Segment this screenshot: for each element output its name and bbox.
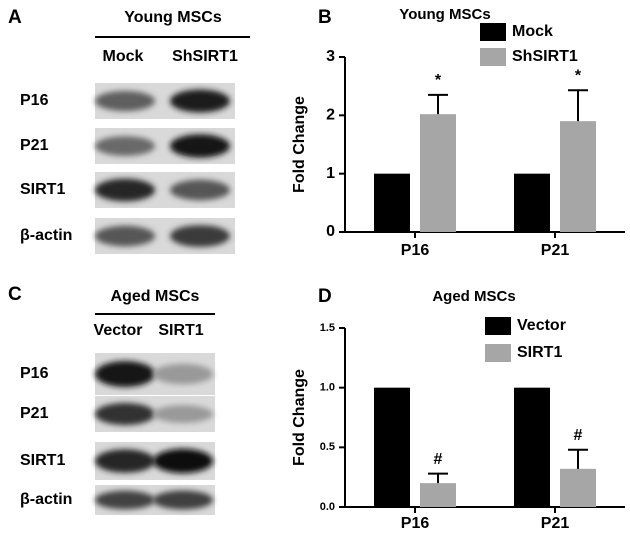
x-tick-label: P16 — [401, 242, 430, 259]
row-label: P21 — [20, 137, 49, 154]
row-label: P21 — [20, 405, 49, 422]
blot-band — [95, 360, 155, 388]
blot-band — [95, 178, 155, 202]
blot-band — [95, 225, 155, 247]
y-tick-label: 0.0 — [320, 501, 335, 513]
panel-label: D — [318, 286, 332, 307]
panel-label: C — [8, 284, 22, 305]
chart-title: Aged MSCs — [432, 288, 515, 305]
y-tick-label: 3 — [326, 48, 335, 65]
legend-label: Vector — [517, 317, 566, 334]
y-tick-label: 1.5 — [320, 322, 335, 334]
blot-title: Young MSCs — [124, 9, 222, 26]
bar — [514, 387, 550, 507]
bar — [420, 114, 456, 232]
row-label: SIRT1 — [20, 452, 65, 469]
y-tick-label: 0 — [326, 223, 335, 240]
bar — [560, 121, 596, 232]
blot-band — [153, 405, 213, 423]
panel-label: B — [318, 7, 332, 28]
blot-band — [153, 448, 213, 474]
significance-mark: # — [434, 451, 443, 468]
bar — [420, 483, 456, 507]
blot-band — [95, 90, 155, 112]
bar — [514, 173, 550, 232]
bar — [560, 468, 596, 507]
blot-band — [95, 402, 155, 426]
legend-swatch — [480, 23, 506, 41]
blot-band — [170, 134, 230, 158]
legend-label: Mock — [512, 23, 553, 40]
significance-mark: * — [435, 72, 442, 89]
blot-band — [170, 89, 230, 113]
y-tick-label: 0.5 — [320, 441, 335, 453]
blot-title: Aged MSCs — [111, 288, 200, 305]
legend-swatch — [485, 344, 511, 362]
x-tick-label: P16 — [401, 515, 430, 532]
blot-band — [170, 225, 230, 247]
lane-label: SIRT1 — [158, 322, 203, 339]
panel-label: A — [8, 7, 22, 28]
error-bar — [568, 448, 588, 469]
blot-band — [95, 490, 155, 510]
blot-band — [153, 363, 213, 385]
significance-mark: * — [575, 67, 582, 84]
y-tick-label: 2 — [326, 107, 335, 124]
blot-band — [95, 449, 155, 473]
error-bar — [428, 93, 448, 115]
row-label: β-actin — [20, 227, 72, 244]
x-tick-label: P21 — [541, 242, 570, 259]
y-tick-label: 1 — [326, 165, 335, 182]
error-bar — [568, 89, 588, 122]
row-label: P16 — [20, 365, 49, 382]
y-tick-label: 1.0 — [320, 382, 335, 394]
legend-swatch — [485, 317, 511, 335]
legend-label: ShSIRT1 — [512, 48, 578, 65]
blot-band — [95, 136, 155, 156]
significance-mark: # — [574, 427, 583, 444]
legend-label: SIRT1 — [517, 344, 562, 361]
lane-label: Mock — [103, 48, 144, 65]
blot-band — [170, 179, 230, 201]
row-label: SIRT1 — [20, 181, 65, 198]
bar — [374, 173, 410, 232]
chart-title: Young MSCs — [399, 6, 490, 23]
lane-label: ShSIRT1 — [172, 48, 238, 65]
lane-label: Vector — [94, 322, 143, 339]
blot-band — [153, 490, 213, 510]
y-axis-label: Fold Change — [291, 369, 308, 466]
bar — [374, 387, 410, 507]
row-label: P16 — [20, 92, 49, 109]
row-label: β-actin — [20, 491, 72, 508]
x-tick-label: P21 — [541, 515, 570, 532]
legend-swatch — [480, 48, 506, 66]
error-bar — [428, 472, 448, 484]
y-axis-label: Fold Change — [291, 96, 308, 193]
